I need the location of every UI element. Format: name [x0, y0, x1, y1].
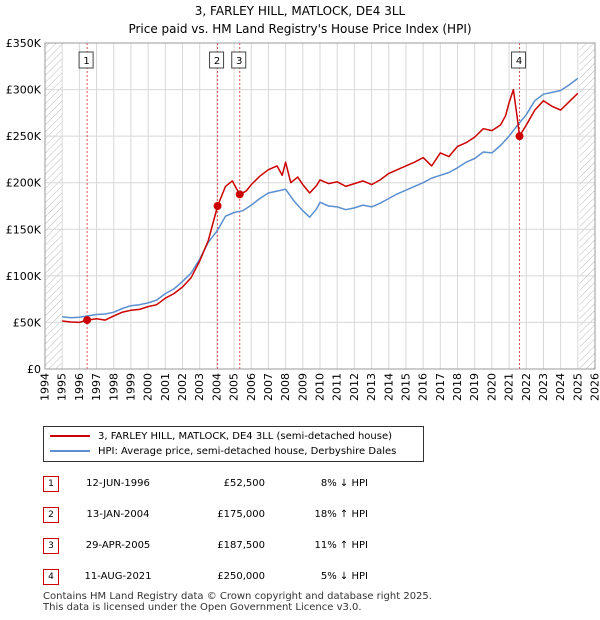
y-tick-label: £0	[27, 363, 41, 376]
sale-marker-label: 3	[236, 56, 242, 67]
sale-point	[515, 132, 524, 141]
x-tick-label: 2001	[159, 373, 172, 401]
sale-price: £52,500	[223, 478, 265, 489]
x-tick-label: 1997	[90, 373, 103, 401]
sale-price: £250,000	[217, 571, 265, 582]
sale-hpi-delta: 8% ↓ HPI	[320, 478, 368, 489]
x-tick-label: 2024	[554, 373, 567, 401]
sale-date: 12-JUN-1996	[86, 478, 150, 489]
x-tick-label: 2006	[245, 373, 258, 401]
y-tick-label: £200K	[6, 177, 42, 190]
sale-marker-label: 2	[214, 56, 220, 67]
x-tick-label: 2002	[176, 373, 189, 401]
y-tick-label: £350K	[6, 37, 42, 50]
x-tick-label: 1998	[107, 373, 120, 401]
y-tick-label: £300K	[6, 84, 42, 97]
chart-legend: 3, FARLEY HILL, MATLOCK, DE4 3LL (semi-d…	[43, 426, 424, 462]
legend-item-hpi: HPI: Average price, semi-detached house,…	[50, 445, 396, 459]
sale-marker-label: 1	[83, 56, 89, 67]
sale-hpi-delta: 11% ↑ HPI	[314, 540, 368, 551]
x-tick-label: 2020	[485, 373, 498, 401]
sale-price: £187,500	[217, 540, 265, 551]
legend-swatch-hpi	[50, 450, 90, 452]
sale-number-badge: 4	[43, 569, 59, 585]
price-chart: 1 2 3 4 £0 £50K £100K £150K £200K £250K £300K £350…	[6, 37, 600, 401]
x-tick-label: 2004	[210, 373, 223, 401]
x-tick-label: 2003	[193, 373, 206, 401]
hatched-region	[45, 43, 63, 369]
x-tick-label: 2009	[296, 373, 309, 401]
y-tick-label: £50K	[13, 316, 42, 329]
x-tick-label: 2016	[417, 373, 430, 401]
x-tick-label: 2025	[571, 373, 584, 401]
sale-hpi-delta: 18% ↑ HPI	[314, 509, 368, 520]
x-tick-label: 2012	[348, 373, 361, 401]
sale-marker-label: 4	[516, 56, 522, 67]
sale-point	[83, 316, 92, 325]
y-tick-label: £100K	[6, 270, 42, 283]
hatched-region	[579, 43, 595, 369]
y-tick-label: £150K	[6, 223, 42, 236]
x-tick-label: 1996	[73, 373, 86, 401]
sale-number-badge: 3	[43, 538, 59, 554]
chart-title: 3, FARLEY HILL, MATLOCK, DE4 3LL	[194, 4, 406, 18]
x-tick-label: 2007	[262, 373, 275, 401]
x-tick-label: 2026	[589, 373, 600, 401]
sale-number-badge: 2	[43, 507, 59, 523]
footer-copyright: Contains HM Land Registry data © Crown c…	[43, 591, 432, 602]
x-tick-label: 2017	[434, 373, 447, 401]
series-line-price-paid	[62, 88, 579, 324]
x-tick-label: 2008	[279, 373, 292, 401]
sale-point	[213, 202, 222, 210]
x-tick-label: 2011	[331, 373, 344, 401]
sale-marker-box	[231, 51, 247, 69]
chart-subtitle: Price paid vs. HM Land Registry's House …	[128, 22, 472, 36]
x-tick-label: 1999	[124, 373, 137, 401]
x-tick-label: 2010	[314, 373, 327, 401]
legend-swatch-price-paid	[50, 435, 90, 437]
sale-point	[235, 190, 244, 199]
x-tick-label: 1995	[56, 373, 69, 401]
x-tick-label: 2022	[520, 373, 533, 401]
sale-number-badge: 1	[43, 476, 59, 492]
x-tick-label: 2000	[142, 373, 155, 401]
legend-label-hpi: HPI: Average price, semi-detached house,…	[98, 446, 397, 457]
x-tick-label: 2013	[365, 373, 378, 401]
series-line-hpi	[62, 77, 579, 319]
sale-marker-box	[78, 51, 94, 69]
x-tick-label: 2015	[399, 373, 412, 401]
x-tick-label: 2019	[468, 373, 481, 401]
footer-license: This data is licensed under the Open Gov…	[43, 602, 362, 613]
x-tick-label: 2023	[537, 373, 550, 401]
plot-border	[44, 42, 596, 370]
x-tick-label: 2018	[451, 373, 464, 401]
x-tick-label: 2005	[228, 373, 241, 401]
sale-hpi-delta: 5% ↓ HPI	[320, 571, 368, 582]
x-tick-label: 1994	[39, 373, 52, 401]
legend-label-price-paid: 3, FARLEY HILL, MATLOCK, DE4 3LL (semi-d…	[98, 431, 393, 442]
sale-date: 29-APR-2005	[85, 540, 151, 551]
sale-marker-box	[511, 51, 527, 69]
legend-item-price-paid: 3, FARLEY HILL, MATLOCK, DE4 3LL (semi-d…	[50, 430, 392, 444]
sale-date: 11-AUG-2021	[84, 571, 152, 582]
sale-marker-box	[209, 51, 225, 69]
x-tick-label: 2021	[503, 373, 516, 401]
sale-date: 13-JAN-2004	[86, 509, 150, 520]
y-tick-label: £250K	[6, 130, 42, 143]
x-tick-label: 2014	[382, 373, 395, 401]
sale-price: £175,000	[217, 509, 265, 520]
